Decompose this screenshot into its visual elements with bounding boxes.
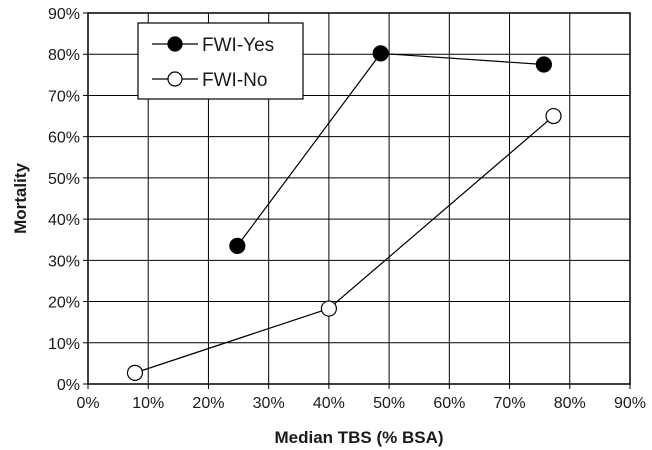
x-tick-label: 40% xyxy=(313,395,345,412)
data-point-fwi-no xyxy=(545,107,562,125)
x-tick-label: 0% xyxy=(76,395,99,412)
x-tick-label: 10% xyxy=(132,395,164,412)
x-axis-title: Median TBS (% BSA) xyxy=(274,428,443,447)
x-tick-label: 20% xyxy=(192,395,224,412)
y-tick-label: 60% xyxy=(48,130,80,147)
y-tick-label: 70% xyxy=(48,88,80,105)
y-tick-label: 50% xyxy=(48,171,80,188)
x-tick-label: 30% xyxy=(253,395,285,412)
x-tick-label: 80% xyxy=(554,395,586,412)
y-axis-ticks: 0% 10% 20% 30% 40% 50% 60% 70% 80% 90% xyxy=(48,6,88,394)
y-tick-label: 20% xyxy=(48,295,80,312)
series-layer xyxy=(126,45,562,381)
data-point-fwi-no xyxy=(320,300,337,317)
plot-frame xyxy=(87,12,631,385)
legend: FWI-Yes FWI-No xyxy=(137,22,304,100)
data-point-fwi-yes xyxy=(535,56,552,73)
legend-label-fwi-no: FWI-No xyxy=(202,70,267,91)
x-tick-label: 50% xyxy=(373,395,405,412)
y-tick-label: 40% xyxy=(48,212,80,229)
series-line-fwi-no xyxy=(134,115,554,374)
legend-item-fwi-no: FWI-No xyxy=(152,70,267,91)
x-tick-label: 60% xyxy=(433,395,465,412)
y-tick-label: 90% xyxy=(48,6,80,23)
x-tick-label: 70% xyxy=(494,395,526,412)
legend-label-fwi-yes: FWI-Yes xyxy=(202,35,274,56)
data-point-fwi-yes xyxy=(372,45,389,62)
y-tick-label: 80% xyxy=(48,47,80,64)
x-tick-label: 90% xyxy=(614,395,646,412)
y-tick-label: 30% xyxy=(48,253,80,270)
y-tick-label: 0% xyxy=(57,377,80,394)
legend-item-fwi-yes: FWI-Yes xyxy=(152,35,274,56)
y-axis-title: Mortality xyxy=(11,163,30,234)
x-axis-ticks: 0% 10% 20% 30% 40% 50% 60% 70% 80% 90% xyxy=(76,384,646,412)
data-point-fwi-yes xyxy=(229,237,246,255)
legend-box xyxy=(137,22,304,100)
y-tick-label: 10% xyxy=(48,336,80,353)
data-point-fwi-no xyxy=(126,364,144,381)
